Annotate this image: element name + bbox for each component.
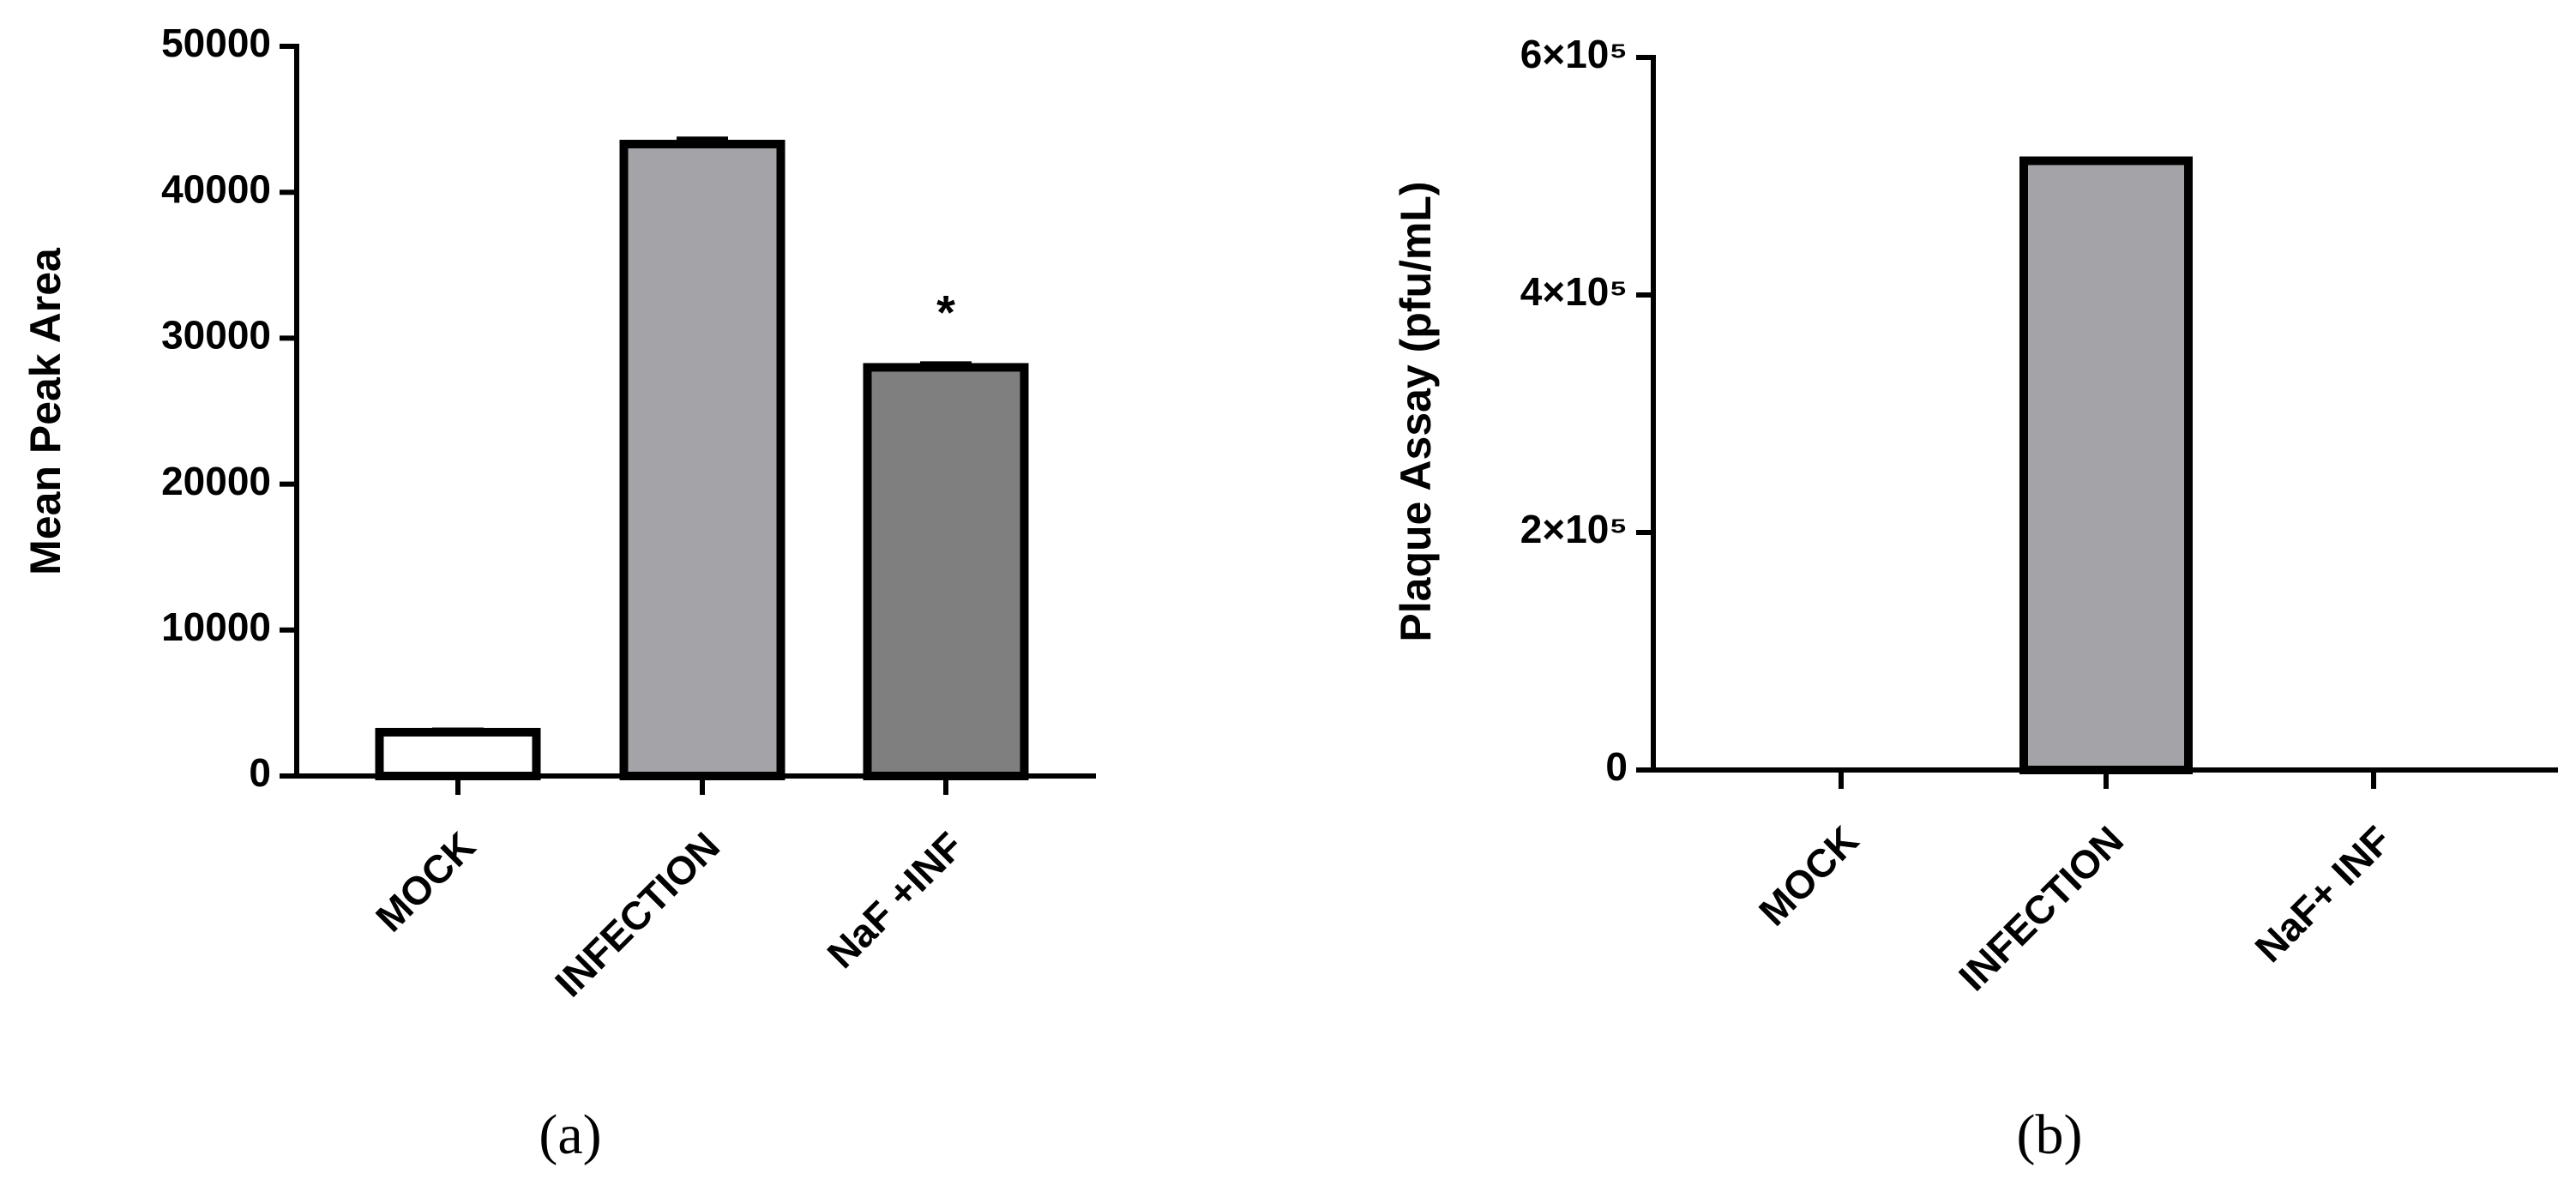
y-tick-label: 40000 bbox=[161, 166, 271, 211]
y-tick-label: 0 bbox=[1605, 744, 1628, 789]
bar bbox=[863, 363, 1029, 780]
x-tick-label: INFECTION bbox=[546, 823, 728, 1005]
panel-label: (a) bbox=[539, 1104, 601, 1166]
error-bar bbox=[432, 727, 484, 731]
y-tick-label: 20000 bbox=[161, 459, 271, 503]
x-tick-label: INFECTION bbox=[1950, 817, 2132, 999]
x-tick-label: NaF+ INF bbox=[2246, 817, 2399, 971]
bar bbox=[2019, 156, 2193, 774]
y-tick-label: 4×10⁵ bbox=[1520, 269, 1628, 314]
bar bbox=[619, 140, 785, 780]
y-tick-label: 6×10⁵ bbox=[1520, 32, 1628, 76]
x-tick-label: MOCK bbox=[1750, 817, 1867, 934]
y-tick-label: 2×10⁵ bbox=[1520, 507, 1628, 551]
x-tick-label: NaF +INF bbox=[818, 823, 972, 977]
panel-label: (b) bbox=[2017, 1104, 2083, 1166]
x-tick-label: MOCK bbox=[367, 823, 484, 940]
y-axis-title: Mean Peak Area bbox=[21, 247, 69, 575]
bar bbox=[375, 727, 541, 781]
error-bar bbox=[677, 136, 728, 141]
y-tick-label: 0 bbox=[249, 750, 271, 795]
y-tick-label: 30000 bbox=[161, 313, 271, 358]
annotation: * bbox=[936, 285, 955, 339]
y-axis-title: Plaque Assay (pfu/mL) bbox=[1392, 181, 1440, 641]
y-tick-label: 50000 bbox=[161, 21, 271, 65]
y-tick-label: 10000 bbox=[161, 605, 271, 649]
